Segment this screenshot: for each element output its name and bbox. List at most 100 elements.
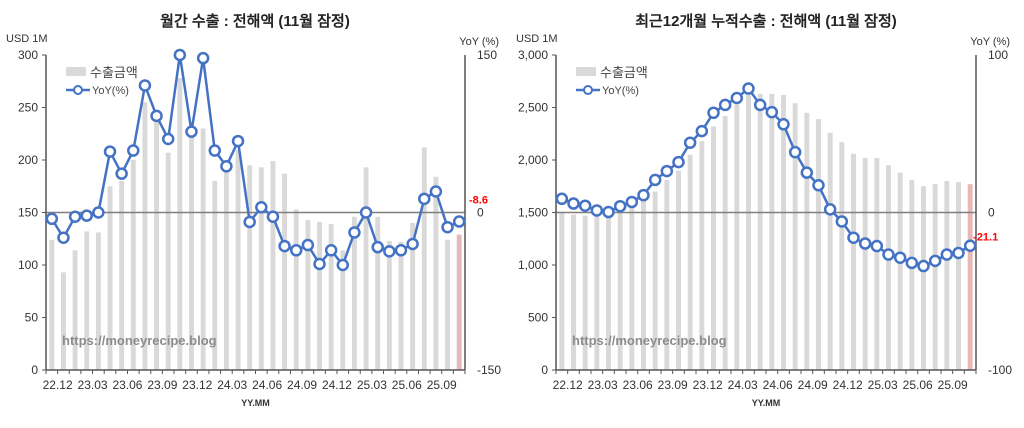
y-tick-label: 2,000	[518, 153, 548, 167]
bar	[398, 241, 404, 370]
bar	[270, 161, 276, 370]
yoy-point	[800, 166, 814, 179]
x-tick-label: 23.03	[588, 378, 618, 392]
y-tick-label: 150	[18, 206, 38, 220]
yoy-point	[730, 91, 744, 105]
bar	[375, 216, 381, 370]
y-tick-label: 1,500	[518, 206, 548, 220]
yoy-point	[208, 144, 222, 157]
yoy-point	[613, 199, 627, 213]
yoy-point	[173, 48, 187, 62]
legend-bar-label: 수출금액	[600, 65, 648, 80]
yoy-point	[870, 239, 884, 253]
x-tick-label: 24.03	[728, 378, 758, 392]
yoy-point	[161, 132, 175, 146]
yoy-point	[567, 197, 580, 210]
bar	[641, 199, 646, 370]
bar	[235, 149, 241, 370]
bar	[874, 157, 880, 370]
bar	[223, 170, 229, 370]
bar	[258, 167, 264, 370]
y2-axis-label: YoY (%)	[970, 36, 1010, 48]
yoy-point	[80, 209, 93, 222]
bar	[456, 234, 462, 370]
yoy-point	[718, 98, 732, 112]
bar	[944, 181, 950, 370]
x-tick-label: 23.12	[182, 378, 212, 392]
yoy-point	[788, 145, 802, 159]
yoy-point	[196, 51, 210, 65]
yoy-point	[348, 226, 361, 239]
yoy-point	[115, 167, 128, 180]
y2-tick-label: 0	[988, 206, 995, 220]
x-axis-label: YY.MM	[241, 398, 270, 408]
y2-tick-label: -150	[477, 363, 501, 377]
y-tick-label: 2,500	[518, 101, 548, 115]
y-tick-label: 250	[18, 101, 38, 115]
x-tick-label: 23.12	[693, 378, 723, 392]
last-value-label: -21.1	[973, 232, 998, 244]
yoy-point	[255, 201, 268, 214]
bar	[734, 104, 740, 370]
last-value-label: -8.6	[469, 195, 488, 207]
bar	[340, 250, 346, 370]
bar	[305, 219, 311, 370]
chart-2: 최근12개월 누적수출 : 전해액 (11월 잠정) USD 1M YoY (%) Y…	[516, 12, 1012, 408]
bar	[328, 224, 334, 370]
bar	[862, 157, 868, 370]
bar	[189, 133, 194, 370]
x-tick-label: 24.09	[287, 378, 317, 392]
bar	[130, 160, 136, 370]
yoy-point	[406, 237, 419, 251]
bar	[711, 126, 716, 371]
bar	[967, 184, 973, 370]
yoy-point	[57, 231, 70, 244]
bar	[617, 210, 623, 370]
yoy-point	[394, 244, 408, 257]
x-tick-label: 23.06	[112, 378, 142, 392]
bar	[676, 170, 681, 370]
bar	[351, 216, 357, 370]
bar	[886, 165, 891, 370]
bar	[212, 181, 218, 370]
x-tick-label: 24.12	[833, 378, 863, 392]
bar	[386, 240, 392, 370]
y-axis-label: USD 1M	[516, 33, 558, 45]
yoy-point	[905, 256, 919, 270]
yoy-point	[847, 231, 860, 244]
bar	[781, 94, 786, 371]
bar	[909, 179, 915, 370]
bar	[49, 239, 55, 370]
y-axis-label: USD 1M	[6, 33, 48, 45]
x-tick-label: 22.12	[553, 378, 583, 392]
yoy-point	[243, 215, 256, 229]
yoy-point	[672, 155, 685, 169]
bar	[652, 191, 658, 370]
yoy-point	[359, 206, 373, 219]
yoy-point	[858, 237, 872, 250]
bar	[84, 231, 90, 370]
y-tick-label: 500	[528, 311, 548, 325]
yoy-point	[383, 245, 396, 258]
yoy-point	[812, 179, 825, 192]
chart-1: 월간 수출 : 전해액 (11월 잠정) USD 1M YoY (%) YY.MM 0 5…	[6, 12, 501, 408]
y2-axis-label: YoY (%)	[459, 36, 499, 48]
legend-bar-swatch	[66, 67, 86, 76]
yoy-point	[765, 105, 779, 119]
x-tick-label: 25.09	[427, 378, 457, 392]
yoy-point	[452, 215, 466, 228]
x-tick-label: 23.03	[78, 378, 108, 392]
yoy-point	[45, 212, 59, 226]
yoy-point	[278, 239, 291, 253]
y2-tick-label: -100	[988, 363, 1012, 377]
bar	[606, 214, 611, 370]
yoy-point	[441, 220, 454, 234]
bar	[769, 93, 775, 370]
y2-tick-label: 150	[477, 48, 497, 62]
bar	[839, 142, 845, 370]
yoy-point	[952, 246, 965, 260]
yoy-point	[917, 259, 930, 273]
bar	[664, 179, 670, 370]
y-tick-label: 300	[18, 48, 38, 62]
